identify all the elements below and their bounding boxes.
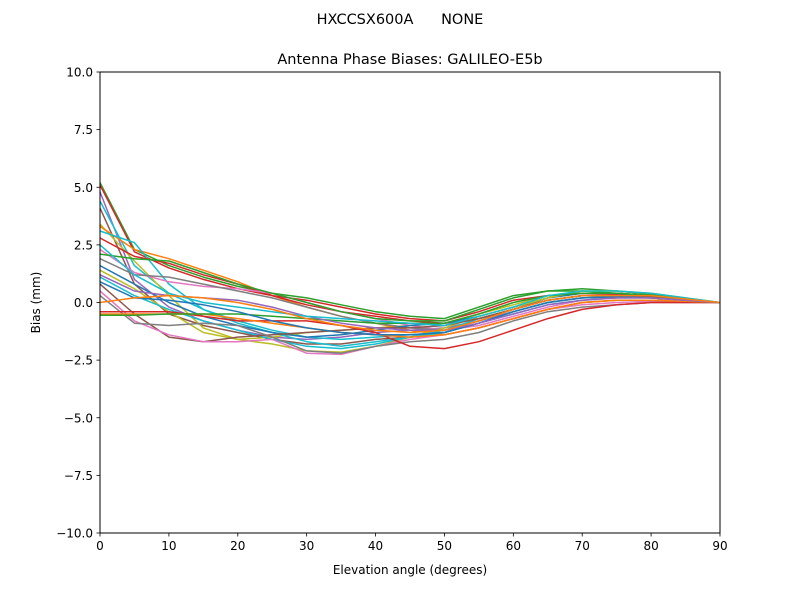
series-line-2 [99,184,721,322]
x-tick-label: 0 [96,539,104,553]
y-tick-label: 7.5 [74,123,93,137]
series-line-17 [99,290,721,356]
series-line-24 [99,244,721,327]
x-tick-label: 90 [712,539,727,553]
x-tick-label: 40 [368,539,383,553]
y-tick-label: 10.0 [66,66,93,80]
series-line-19 [100,301,720,350]
y-tick-label: 2.5 [74,238,93,252]
y-axis-label: Bias (mm) [29,272,43,334]
series-lines [99,182,721,356]
y-tick-label: 0.0 [74,296,93,310]
x-tick-label: 70 [575,539,590,553]
y-axis: 10.0 7.5 5.0 2.5 0.0 −2.5 −5.0 −7.5 −10.0 [56,66,100,541]
x-tick-label: 50 [437,539,452,553]
x-tick-label: 30 [299,539,314,553]
x-axis-label: Elevation angle (degrees) [333,563,487,577]
y-tick-label: 5.0 [74,181,93,195]
series-line-11 [99,253,721,322]
x-axis: 0 10 20 30 40 50 60 70 80 90 [96,533,728,553]
y-tick-label: −2.5 [64,354,93,368]
x-tick-label: 60 [506,539,521,553]
series-line-9 [99,237,721,324]
x-tick-label: 80 [643,539,658,553]
suptitle: HXCCSX600A NONE [317,12,484,28]
series-line-8 [99,230,721,348]
chart-title: Antenna Phase Biases: GALILEO-E5b [277,52,542,68]
series-line-22 [99,281,721,336]
series-line-25 [99,294,721,334]
y-tick-label: −7.5 [64,469,93,483]
y-tick-label: −10.0 [56,527,93,541]
x-tick-label: 20 [230,539,245,553]
y-tick-label: −5.0 [64,411,93,425]
x-tick-label: 10 [161,539,176,553]
